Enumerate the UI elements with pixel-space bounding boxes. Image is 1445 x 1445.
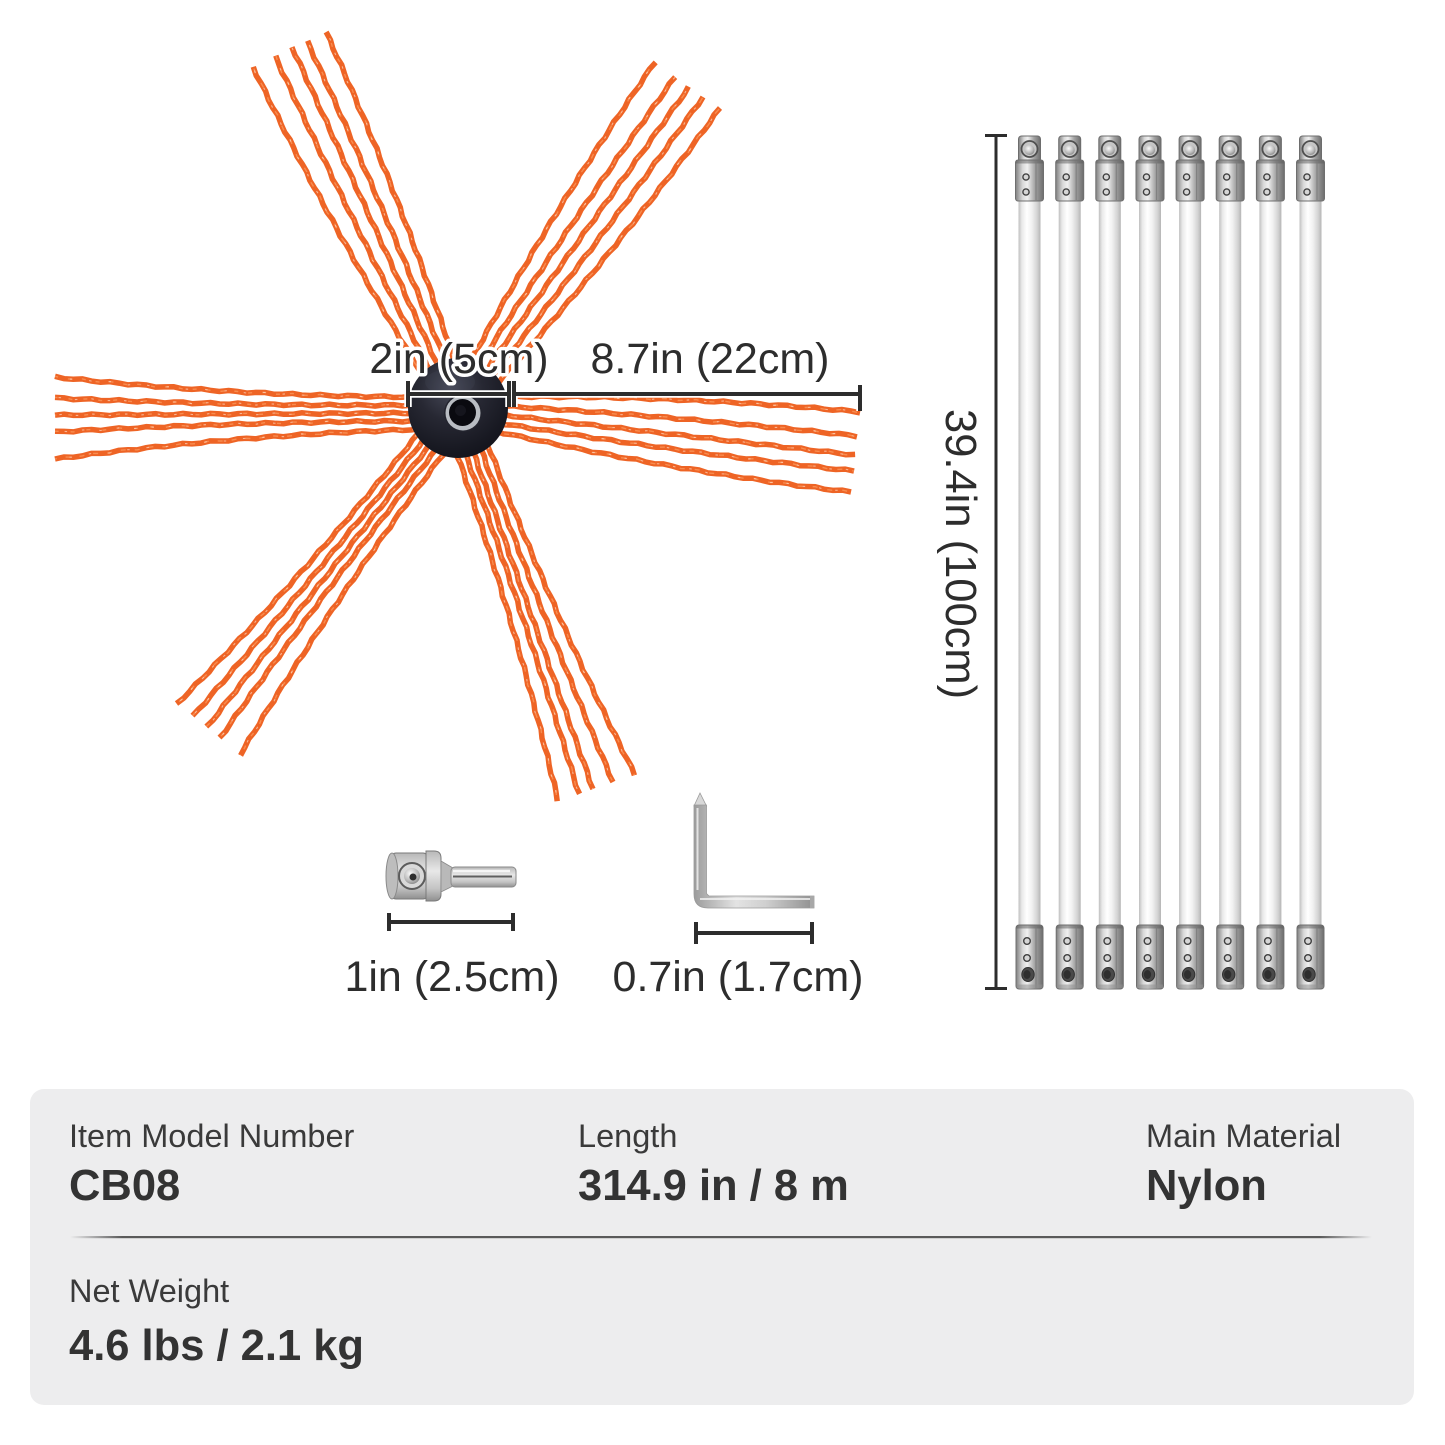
svg-text:8.7in (22cm): 8.7in (22cm) — [591, 335, 830, 383]
svg-text:Item Model Number: Item Model Number — [69, 1118, 355, 1154]
svg-text:1in (2.5cm): 1in (2.5cm) — [344, 953, 559, 1001]
svg-text:Nylon: Nylon — [1146, 1162, 1267, 1210]
svg-text:CB08: CB08 — [69, 1162, 180, 1210]
svg-text:Main Material: Main Material — [1146, 1118, 1341, 1154]
svg-text:Net Weight: Net Weight — [69, 1273, 229, 1309]
svg-text:Length: Length — [578, 1118, 677, 1154]
svg-text:4.6 lbs / 2.1 kg: 4.6 lbs / 2.1 kg — [69, 1322, 364, 1370]
svg-text:39.4in (100cm): 39.4in (100cm) — [936, 409, 984, 699]
svg-text:0.7in (1.7cm): 0.7in (1.7cm) — [613, 953, 864, 1001]
svg-text:314.9 in / 8 m: 314.9 in / 8 m — [578, 1162, 849, 1210]
svg-text:2in (5cm): 2in (5cm) — [369, 335, 548, 383]
